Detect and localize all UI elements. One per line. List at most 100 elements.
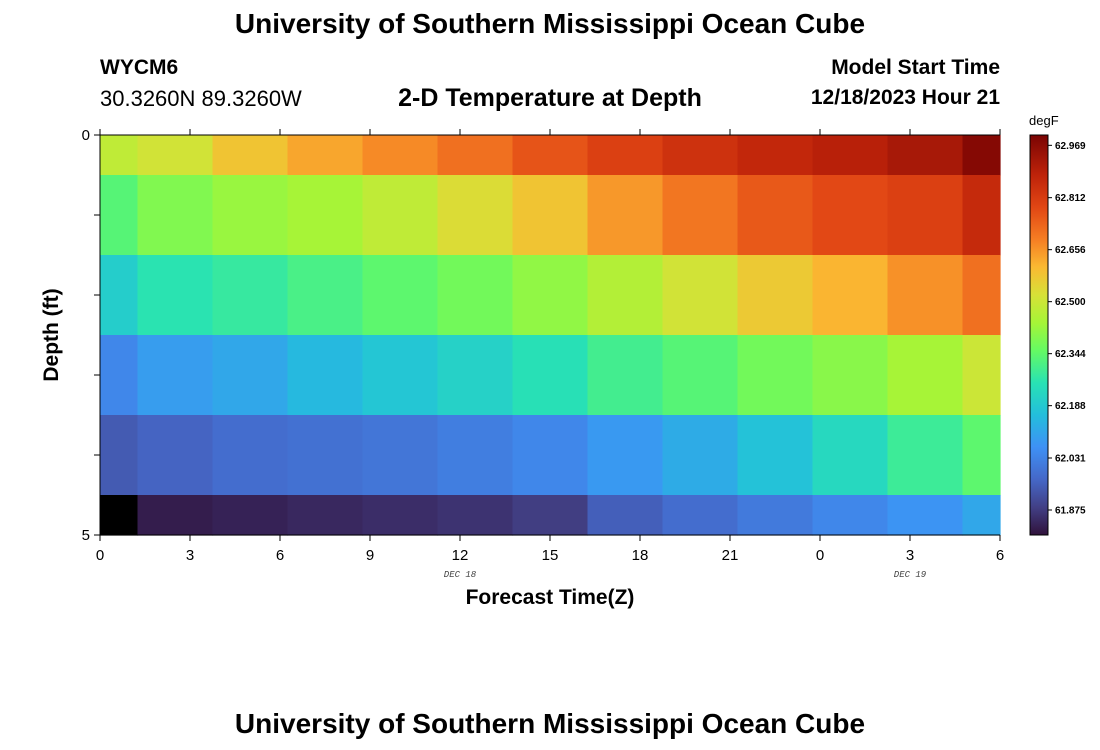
heatmap-cell	[737, 495, 814, 536]
heatmap-cell	[100, 495, 139, 536]
heatmap-cell	[362, 255, 439, 336]
heatmap-cell	[662, 135, 739, 176]
heatmap-cell	[512, 335, 589, 416]
heatmap-cell	[287, 415, 364, 496]
station-coordinates: 30.3260N 89.3260W	[100, 86, 302, 111]
heatmap-cell	[587, 255, 664, 336]
heatmap-cell	[287, 335, 364, 416]
heatmap-cell	[512, 135, 589, 176]
heatmap-cell	[587, 495, 664, 536]
heatmap-cell	[737, 135, 814, 176]
heatmap-cell	[662, 415, 739, 496]
heatmap-cell	[212, 415, 289, 496]
colorbar-tick-label: 62.188	[1055, 401, 1086, 412]
heatmap-cell	[100, 415, 139, 496]
heatmap-cell	[662, 335, 739, 416]
heatmap-cell	[437, 335, 514, 416]
heatmap-cell	[212, 175, 289, 256]
plot-title: 2-D Temperature at Depth	[398, 84, 702, 112]
heatmap-cell	[137, 175, 214, 256]
heatmap-cell	[887, 495, 964, 536]
heatmap-cell	[212, 335, 289, 416]
heatmap-cell	[137, 135, 214, 176]
heatmap-cell	[737, 415, 814, 496]
colorbar-tick-label: 62.500	[1055, 297, 1086, 308]
heatmap-cell	[137, 335, 214, 416]
heatmap-cell	[812, 135, 889, 176]
heatmap-cell	[287, 135, 364, 176]
colorbar: 61.875 62.031 62.188 62.344 62.500 62.656 62.8…	[1029, 134, 1086, 536]
colorbar-tick-label: 62.812	[1055, 193, 1086, 204]
heatmap-cell	[887, 255, 964, 336]
x-tick-label: 9	[366, 547, 374, 564]
model-start-value: 12/18/2023 Hour 21	[810, 86, 1000, 109]
x-tick-label: 15	[542, 547, 559, 564]
heatmap-cell	[887, 335, 964, 416]
heatmap-cell	[962, 255, 1001, 336]
heatmap-cell	[137, 495, 214, 536]
heatmap-cell	[100, 255, 139, 336]
model-start-label: Model Start Time	[831, 56, 1000, 79]
heatmap-cell	[212, 255, 289, 336]
heatmap-cell	[812, 335, 889, 416]
heatmap-cell	[437, 495, 514, 536]
colorbar-tick-label: 62.031	[1055, 454, 1086, 465]
heatmap-cell	[362, 175, 439, 256]
heatmap-cell	[737, 175, 814, 256]
heatmap-cell	[212, 135, 289, 176]
x-tick-label: 0	[96, 547, 104, 564]
y-axis-title: Depth (ft)	[40, 288, 63, 381]
heatmap-cell	[587, 175, 664, 256]
heatmap-cell	[287, 495, 364, 536]
x-tick-label: 12	[452, 547, 469, 564]
x-tick-label: 18	[632, 547, 649, 564]
colorbar-tick-label: 62.656	[1055, 245, 1086, 256]
heatmap-cell	[587, 335, 664, 416]
heatmap-cell	[287, 255, 364, 336]
heatmap-cell	[362, 415, 439, 496]
heatmap-cell	[887, 415, 964, 496]
heatmap-cell	[962, 335, 1001, 416]
heatmap-cell	[662, 495, 739, 536]
x-tick-label: 6	[276, 547, 284, 564]
footer-title: University of Southern Mississippi Ocean…	[234, 708, 866, 739]
colorbar-tick-label: 62.969	[1055, 141, 1086, 152]
x-axis-title: Forecast Time(Z)	[466, 586, 635, 609]
heatmap-cell	[137, 415, 214, 496]
heatmap-cell	[887, 135, 964, 176]
heatmap-cell	[962, 415, 1001, 496]
heatmap-cell	[100, 175, 139, 256]
heatmap-cell	[587, 415, 664, 496]
heatmap-cell	[212, 495, 289, 536]
y-tick-label: 5	[82, 527, 90, 544]
page-title: University of Southern Mississippi Ocean…	[234, 8, 866, 39]
heatmap-cell	[437, 135, 514, 176]
heatmap-cell	[362, 135, 439, 176]
heatmap-cell	[362, 495, 439, 536]
heatmap-cell	[887, 175, 964, 256]
heatmap-cells	[100, 135, 1001, 536]
heatmap-cell	[812, 175, 889, 256]
heatmap-cell	[437, 415, 514, 496]
heatmap-cell	[512, 175, 589, 256]
station-id: WYCM6	[100, 56, 179, 79]
heatmap-cell	[812, 255, 889, 336]
heatmap-cell	[812, 415, 889, 496]
heatmap-cell	[962, 495, 1001, 536]
heatmap-cell	[512, 495, 589, 536]
heatmap-cell	[437, 175, 514, 256]
x-tick-label: 6	[996, 547, 1004, 564]
x-tick-label: 0	[816, 547, 824, 564]
heatmap-cell	[100, 135, 139, 176]
heatmap-cell	[512, 255, 589, 336]
heatmap-cell	[137, 255, 214, 336]
x-date-label: DEC 19	[894, 570, 927, 580]
x-tick-label: 3	[906, 547, 914, 564]
heatmap-cell	[587, 135, 664, 176]
y-tick-label: 0	[82, 127, 90, 144]
heatmap-cell	[737, 335, 814, 416]
heatmap-cell	[100, 335, 139, 416]
colorbar-unit: degF	[1029, 113, 1059, 128]
heatmap-cell	[437, 255, 514, 336]
